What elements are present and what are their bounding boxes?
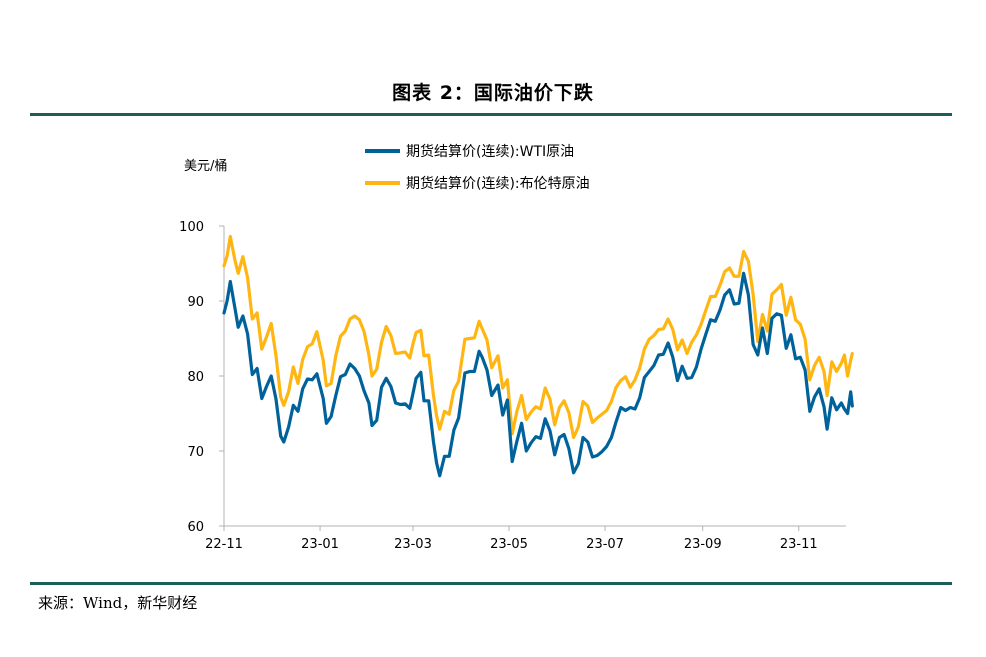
legend-label-wti: 期货结算价(连续):WTI原油 (406, 143, 574, 160)
legend: 期货结算价(连续):WTI原油 期货结算价(连续):布伦特原油 (365, 143, 590, 192)
series-line-brent (222, 234, 854, 440)
source-note: 来源：Wind，新华财经 (38, 594, 198, 612)
x-tick-label: 23-07 (586, 537, 624, 552)
x-tick-label: 23-05 (490, 537, 528, 552)
y-tick-label: 80 (187, 370, 204, 385)
figure-title: 图表 2：国际油价下跌 (392, 82, 594, 104)
x-tick-label: 23-11 (780, 537, 818, 552)
x-tick-label: 22-11 (205, 537, 243, 552)
y-tick-label: 100 (179, 220, 204, 235)
y-tick-label: 70 (187, 445, 204, 460)
x-tick-label: 23-03 (394, 537, 432, 552)
series-layer (222, 234, 854, 478)
x-tick-label: 23-01 (301, 537, 339, 552)
bottom-rule (30, 582, 952, 585)
y-axis: 60 70 80 90 100 (179, 220, 225, 535)
x-tick-label: 23-09 (684, 537, 722, 552)
legend-label-brent: 期货结算价(连续):布伦特原油 (406, 175, 590, 192)
y-axis-unit-label: 美元/桶 (184, 159, 227, 174)
top-rule (30, 113, 952, 116)
series-line-wti (222, 271, 854, 478)
x-axis: 22-11 23-01 23-03 23-05 23-07 23-09 23-11 (205, 525, 846, 552)
y-tick-label: 90 (187, 295, 204, 310)
y-tick-label: 60 (187, 520, 204, 535)
